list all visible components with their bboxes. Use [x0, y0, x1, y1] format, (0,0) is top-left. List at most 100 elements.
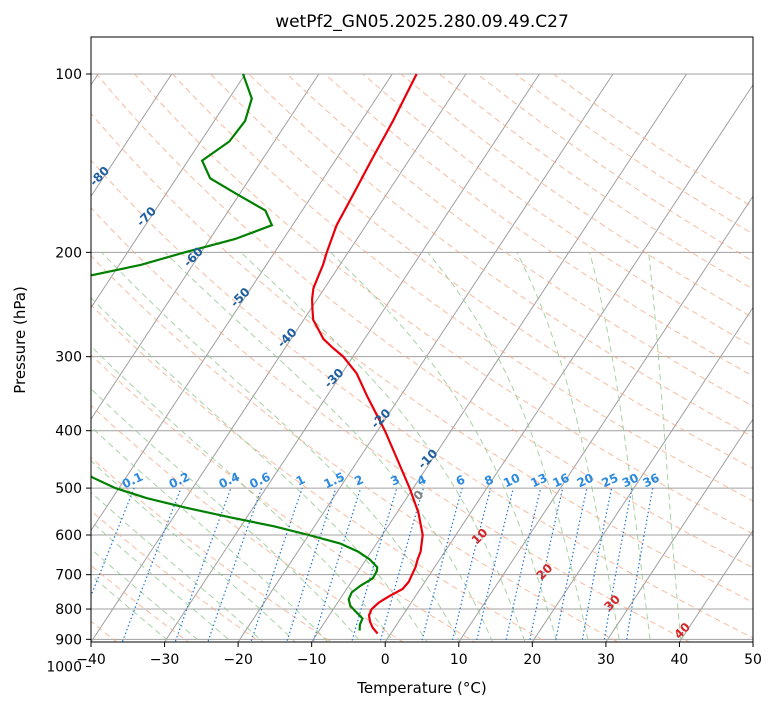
- isotherm-line: [91, 73, 320, 421]
- y-tick-label: 100: [55, 67, 82, 83]
- x-tick-label: 20: [523, 652, 541, 668]
- dry-adiabat-line: [91, 112, 753, 603]
- mixing-ratio-label: 1: [294, 472, 307, 488]
- dry-adiabat-line: [91, 304, 548, 642]
- isotherm-line: [163, 73, 540, 642]
- isotherm-line: [605, 418, 753, 642]
- dry-adiabat-line: [91, 564, 190, 642]
- x-tick-label: −40: [76, 652, 106, 668]
- moist-adiabat-line: [91, 388, 362, 642]
- isotherm-line: [237, 73, 614, 642]
- mixing-ratio-label: 4: [415, 472, 428, 488]
- moist-adiabat-line: [240, 251, 526, 642]
- moist-adiabat-line: [427, 251, 589, 642]
- dry-adiabat-line: [91, 510, 261, 642]
- isotherm-line: [91, 73, 173, 198]
- moist-adiabat-line: [91, 548, 202, 642]
- mixing-ratio-label: 3: [388, 472, 401, 488]
- moist-adiabat-label: 10: [469, 526, 491, 548]
- y-tick-label: 700: [55, 568, 82, 584]
- x-tick-label: 50: [744, 652, 762, 668]
- mixing-ratio-label: 10: [501, 471, 522, 491]
- mixing-ratio-label: 30: [620, 471, 641, 491]
- mixing-ratio-line: [250, 487, 303, 642]
- dry-adiabat-label: -10: [415, 446, 440, 471]
- y-tick-label: 900: [55, 632, 82, 648]
- mixing-ratio-line: [528, 487, 564, 642]
- moist-adiabat-line: [91, 574, 171, 642]
- x-tick-label: 0: [381, 652, 390, 668]
- plot-frame: [90, 36, 754, 643]
- y-tick-label: 1000: [46, 659, 82, 675]
- moist-adiabat-line: [91, 491, 264, 642]
- isotherm-line: [91, 73, 467, 642]
- x-tick-label: 30: [597, 652, 615, 668]
- mixing-ratio-line: [451, 487, 492, 642]
- chart-title: wetPf2_GN05.2025.280.09.49.C27: [275, 12, 569, 32]
- mixing-ratio-line: [207, 487, 263, 642]
- dry-adiabat-line: [96, 73, 753, 569]
- dry-adiabat-line: [134, 73, 753, 535]
- isotherm-line: [458, 195, 753, 642]
- dewpoint-profile-line: [91, 73, 379, 631]
- mixing-ratio-label: 25: [599, 471, 620, 491]
- mixing-ratio-line: [421, 487, 463, 642]
- mixing-ratio-line: [174, 487, 232, 642]
- isotherm-line: [311, 73, 687, 642]
- dry-adiabat-line: [91, 159, 753, 639]
- moist-adiabat-line: [330, 251, 558, 642]
- mixing-ratio-line: [312, 487, 362, 642]
- moist-adiabat-line: [648, 252, 682, 642]
- x-axis-title: Temperature (°C): [356, 679, 486, 697]
- mixing-ratio-line: [475, 487, 514, 642]
- dry-adiabat-line: [400, 73, 753, 319]
- mixing-ratio-line: [379, 487, 424, 642]
- mixing-ratio-label: 16: [551, 471, 572, 491]
- mixing-ratio-label: 20: [575, 471, 596, 491]
- dry-adiabat-line: [91, 207, 691, 642]
- dry-adiabat-line: [515, 73, 753, 235]
- y-tick-label: 600: [55, 528, 82, 544]
- isotherm-line: [752, 641, 753, 642]
- dry-adiabat-line: [91, 404, 404, 642]
- x-tick-label: 40: [671, 652, 689, 668]
- dry-adiabat-line: [248, 73, 753, 438]
- dry-adiabat-line: [172, 73, 753, 502]
- x-tick-label: −30: [150, 652, 180, 668]
- dry-adiabat-label: -50: [228, 285, 253, 310]
- mixing-ratio-label: 2: [352, 472, 365, 488]
- isotherm-line: [384, 83, 753, 642]
- dry-adiabat-line: [91, 255, 619, 642]
- isotherm-line: [531, 306, 753, 642]
- mixing-ratio-label: 13: [528, 471, 549, 491]
- y-tick-label: 400: [55, 424, 82, 440]
- dry-adiabat-line: [210, 73, 753, 470]
- dry-adiabat-line: [324, 73, 753, 377]
- mixing-ratio-line: [351, 487, 398, 642]
- temperature-profile-line: [310, 73, 424, 635]
- y-tick-label: 300: [55, 350, 82, 366]
- dry-adiabat-line: [286, 73, 753, 407]
- dry-adiabat-label: -90: [40, 123, 65, 148]
- mixing-ratio-line: [554, 487, 588, 642]
- dry-adiabat-line: [362, 73, 753, 348]
- moist-adiabat-line: [516, 252, 620, 642]
- dry-adiabat-label: -100: [0, 80, 21, 111]
- x-tick-label: 10: [450, 652, 468, 668]
- mixing-ratio-line: [625, 487, 654, 642]
- x-tick-label: −20: [223, 652, 253, 668]
- dry-adiabat-line: [553, 73, 753, 208]
- moist-adiabat-line: [589, 252, 651, 642]
- mixing-ratio-label: 6: [454, 472, 467, 488]
- y-tick-label: 800: [55, 602, 82, 618]
- mixing-ratio-line: [121, 487, 182, 642]
- dry-adiabat-label: -40: [274, 325, 299, 350]
- isotherm-line: [678, 529, 753, 642]
- y-axis-title: Pressure (hPa): [11, 286, 29, 394]
- y-tick-label: 500: [55, 481, 82, 497]
- dry-adiabat-label: -70: [134, 204, 159, 229]
- y-tick-label: 200: [55, 245, 82, 261]
- moist-adiabat-label: 30: [601, 592, 623, 614]
- dry-adiabat-label: -30: [321, 366, 346, 391]
